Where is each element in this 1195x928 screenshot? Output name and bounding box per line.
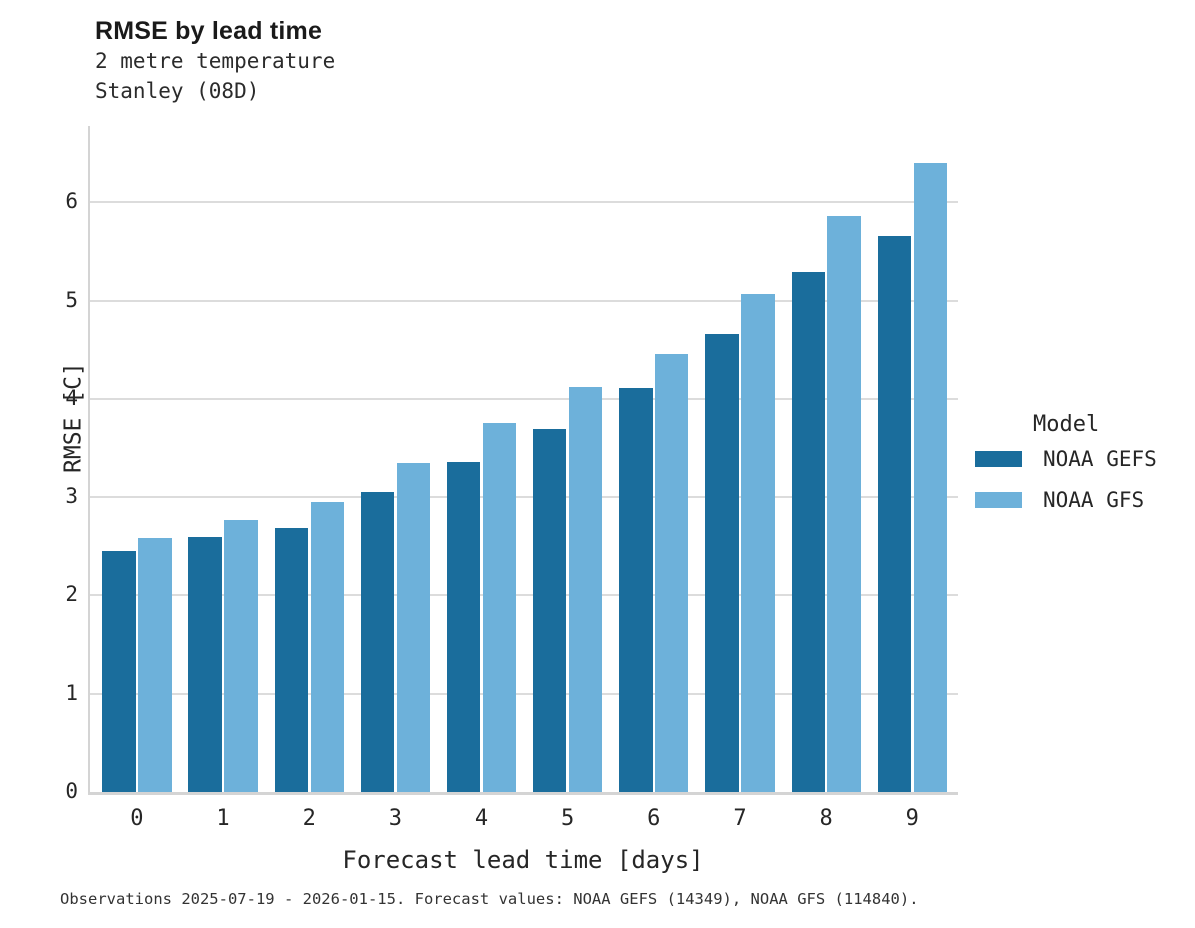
x-tick-label-7: 7 bbox=[733, 806, 747, 831]
title-block: RMSE by lead time 2 metre temperature St… bbox=[95, 16, 335, 106]
y-axis-line bbox=[88, 126, 90, 795]
bar-noaa-gfs-day-4 bbox=[482, 423, 517, 792]
gridline-y-5 bbox=[88, 299, 958, 302]
y-tick-label-5: 5 bbox=[65, 287, 78, 312]
legend-swatch-noaa-gfs bbox=[975, 492, 1022, 508]
x-axis-label: Forecast lead time [days] bbox=[342, 846, 704, 874]
bar-noaa-gefs-day-3 bbox=[360, 492, 395, 792]
x-tick-label-2: 2 bbox=[302, 806, 316, 831]
bar-noaa-gfs-day-3 bbox=[396, 462, 431, 792]
bar-noaa-gefs-day-2 bbox=[274, 527, 308, 792]
bar-noaa-gfs-day-6 bbox=[655, 353, 689, 792]
gridline-y-1 bbox=[88, 692, 958, 695]
legend-entry-noaa-gfs: NOAA GFS bbox=[975, 488, 1157, 512]
chart-title: RMSE by lead time bbox=[95, 17, 323, 45]
chart-subtitle-station: Stanley (08D) bbox=[95, 79, 260, 103]
legend-label-noaa-gefs: NOAA GEFS bbox=[1043, 447, 1157, 471]
y-tick-label-6: 6 bbox=[65, 189, 78, 214]
legend-entry-noaa-gefs: NOAA GEFS bbox=[975, 447, 1157, 471]
bar-noaa-gefs-day-1 bbox=[188, 537, 222, 792]
gridline-y-2 bbox=[88, 594, 958, 597]
gridline-y-4 bbox=[88, 397, 958, 400]
bar-noaa-gefs-day-4 bbox=[446, 461, 481, 792]
bar-noaa-gefs-day-0 bbox=[102, 551, 136, 792]
x-tick-label-1: 1 bbox=[216, 806, 230, 831]
y-tick-label-4: 4 bbox=[65, 385, 78, 410]
x-tick-label-3: 3 bbox=[388, 806, 402, 831]
bar-noaa-gfs-day-7 bbox=[741, 293, 775, 792]
plot-area bbox=[88, 126, 958, 795]
bar-noaa-gfs-day-8 bbox=[827, 215, 861, 792]
bar-noaa-gefs-day-7 bbox=[705, 333, 739, 792]
gridline-y-6 bbox=[88, 201, 958, 204]
legend-title: Model bbox=[1033, 412, 1100, 437]
bar-noaa-gefs-day-5 bbox=[533, 429, 567, 792]
bar-noaa-gfs-day-1 bbox=[224, 519, 258, 792]
x-axis-line bbox=[88, 792, 958, 795]
gridline-y-3 bbox=[88, 496, 958, 499]
y-tick-label-3: 3 bbox=[65, 484, 78, 509]
x-tick-label-6: 6 bbox=[647, 806, 661, 831]
bar-noaa-gefs-day-6 bbox=[619, 387, 653, 792]
y-tick-label-0: 0 bbox=[65, 779, 78, 803]
legend-label-noaa-gfs: NOAA GFS bbox=[1043, 488, 1145, 512]
bar-noaa-gfs-day-2 bbox=[310, 502, 344, 792]
bar-noaa-gfs-day-5 bbox=[568, 387, 603, 792]
bar-noaa-gfs-day-9 bbox=[913, 162, 947, 792]
y-tick-label-1: 1 bbox=[65, 680, 78, 705]
x-tick-label-5: 5 bbox=[561, 806, 575, 831]
legend: Model NOAA GEFS NOAA GFS bbox=[975, 412, 1157, 529]
x-tick-label-0: 0 bbox=[130, 806, 144, 831]
bar-noaa-gfs-day-0 bbox=[138, 538, 172, 792]
x-tick-label-9: 9 bbox=[905, 806, 919, 831]
chart-subtitle-variable: 2 metre temperature bbox=[95, 49, 336, 73]
footer-caption: Observations 2025-07-19 - 2026-01-15. Fo… bbox=[60, 890, 919, 908]
y-tick-label-2: 2 bbox=[65, 582, 78, 607]
legend-swatch-noaa-gefs bbox=[975, 451, 1022, 467]
bar-noaa-gefs-day-9 bbox=[877, 235, 912, 792]
x-tick-label-4: 4 bbox=[474, 806, 489, 831]
x-tick-label-8: 8 bbox=[819, 806, 833, 831]
bar-noaa-gefs-day-8 bbox=[791, 271, 825, 792]
y-axis-label: RMSE [C] bbox=[60, 362, 87, 473]
